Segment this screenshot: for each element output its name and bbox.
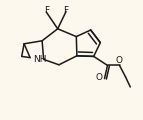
Text: O: O [116, 56, 123, 65]
Text: F: F [63, 6, 69, 15]
Text: O: O [96, 73, 103, 82]
Text: NH: NH [33, 55, 47, 64]
Text: F: F [44, 6, 49, 15]
